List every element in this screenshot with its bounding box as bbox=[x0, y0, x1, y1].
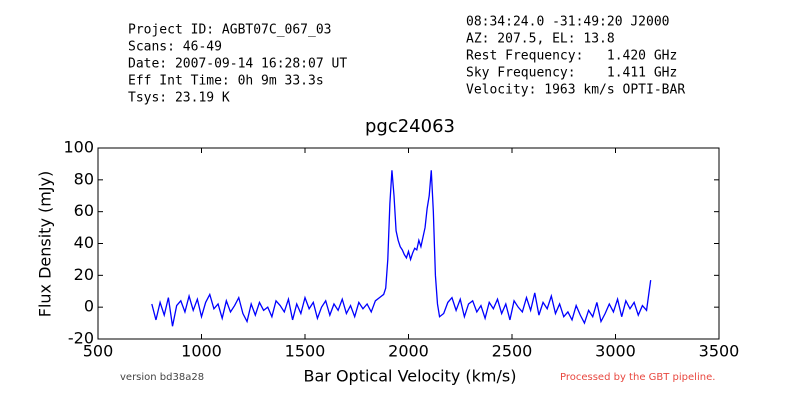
x-tick-label: 3000 bbox=[595, 342, 636, 361]
flux-line bbox=[151, 170, 652, 327]
x-tick-label: 2000 bbox=[388, 342, 429, 361]
version: version bd38a28 bbox=[120, 372, 204, 383]
info-line: AZ: 207.5, EL: 13.8 bbox=[466, 32, 615, 47]
y-tick-label: 60 bbox=[74, 201, 94, 220]
x-tick-label: 2500 bbox=[492, 342, 533, 361]
info-line: 08:34:24.0 -31:49:20 J2000 bbox=[466, 15, 670, 30]
y-tick-label: 80 bbox=[74, 169, 94, 188]
y-tick-label: -20 bbox=[68, 329, 94, 348]
y-tick-label: 0 bbox=[84, 297, 94, 316]
info-line: Scans: 46-49 bbox=[128, 40, 222, 55]
info-line: Sky Frequency: 1.411 GHz bbox=[466, 66, 677, 81]
info-line: Tsys: 23.19 K bbox=[128, 91, 230, 106]
x-tick-label: 1500 bbox=[285, 342, 326, 361]
info-line: Date: 2007-09-14 16:28:07 UT bbox=[128, 57, 347, 72]
x-axis-label: Bar Optical Velocity (km/s) bbox=[304, 367, 517, 386]
info-line: Eff Int Time: 0h 9m 33.3s bbox=[128, 74, 324, 89]
x-tick-label: 500 bbox=[83, 342, 114, 361]
y-axis-label: Flux Density (mJy) bbox=[36, 171, 55, 318]
y-tick-label: 100 bbox=[63, 138, 94, 157]
chart-title: pgc24063 bbox=[365, 116, 455, 137]
plot-frame bbox=[97, 147, 720, 340]
y-tick-label: 20 bbox=[74, 265, 94, 284]
x-tick-label: 1000 bbox=[181, 342, 222, 361]
info-line: Velocity: 1963 km/s OPTI-BAR bbox=[466, 83, 685, 98]
info-line: Rest Frequency: 1.420 GHz bbox=[466, 49, 677, 64]
pipeline-note: Processed by the GBT pipeline. bbox=[560, 372, 715, 383]
x-tick-label: 3500 bbox=[699, 342, 740, 361]
y-tick-label: 40 bbox=[74, 233, 94, 252]
info-line: Project ID: AGBT07C_067_03 bbox=[128, 23, 332, 38]
